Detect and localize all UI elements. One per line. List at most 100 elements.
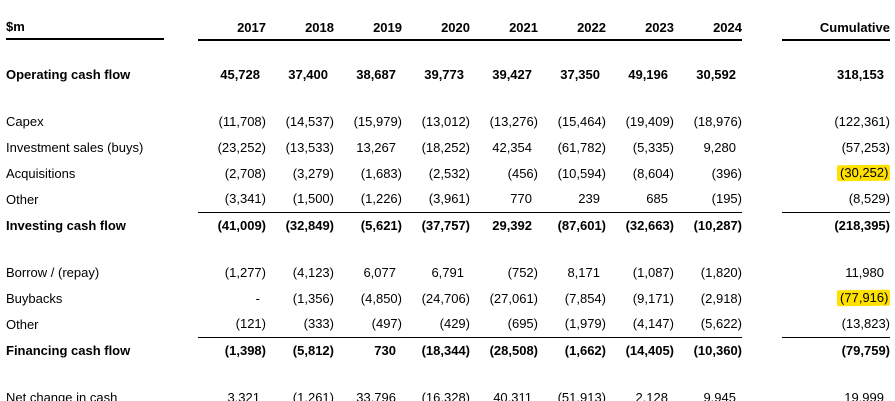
- value-cell: (396): [711, 165, 742, 181]
- value-cell: (1,226): [334, 186, 402, 213]
- row-label: Buybacks: [6, 290, 63, 306]
- row-label: Other: [6, 316, 39, 332]
- value-cell: (23,252): [217, 139, 266, 155]
- row-label: Operating cash flow: [6, 66, 131, 82]
- row-label: Investment sales (buys): [6, 139, 144, 155]
- value-cell: 685: [606, 186, 674, 213]
- value-cell: (15,979): [353, 113, 402, 129]
- value-cell: (15,464): [557, 113, 606, 129]
- column-gap: [742, 6, 782, 40]
- year-header: 2024: [674, 6, 742, 41]
- value-cell: 730: [374, 342, 396, 358]
- year-header: 2017: [198, 6, 266, 41]
- spacer-cell: [6, 363, 890, 384]
- cumulative-cell: (122,361): [834, 113, 890, 129]
- year-header: 2018: [266, 6, 334, 41]
- value-cell: (13,012): [421, 113, 470, 129]
- column-gap: [742, 108, 782, 134]
- value-cell: (121): [198, 311, 266, 338]
- year-header: 2023: [606, 6, 674, 41]
- cumulative-cell: 11,980: [845, 264, 884, 280]
- value-cell: (18,344): [421, 342, 470, 358]
- value-cell: (4,123): [292, 264, 334, 280]
- value-cell: 33,796: [356, 389, 396, 401]
- unit-label-cell: $m: [6, 6, 198, 40]
- row-label: Investing cash flow: [6, 217, 126, 233]
- value-cell: (3,961): [402, 186, 470, 213]
- table-row: Investing cash flow (41,009) (32,849) (5,62…: [6, 212, 890, 238]
- value-cell: (2,708): [224, 165, 266, 181]
- value-cell: (51,913): [557, 389, 606, 401]
- value-cell: (1,820): [700, 264, 742, 280]
- value-cell: 29,392: [492, 217, 532, 233]
- cumulative-cell: (77,916): [782, 285, 891, 311]
- value-cell: 38,687: [356, 66, 396, 82]
- year-header: 2020: [402, 6, 470, 41]
- table-row: Other (121) (333) (497) (429) (695) (1,979) (4,…: [6, 311, 890, 338]
- value-cell: (18,976): [693, 113, 742, 129]
- value-cell: (3,279): [292, 165, 334, 181]
- value-cell: (195): [674, 186, 742, 213]
- table-row: Buybacks - (1,356) (4,850) (24,706) (27,061) (…: [6, 285, 891, 311]
- table-body: Operating cash flow 45,728 37,400 38,687 39,…: [6, 40, 891, 401]
- row-label: Other: [6, 191, 39, 207]
- year-header: 2022: [538, 6, 606, 41]
- value-cell: (10,360): [693, 342, 742, 358]
- unit-label: $m: [6, 20, 164, 40]
- value-cell: 3,321: [227, 389, 260, 401]
- table-row: Financing cash flow (1,398) (5,812) 730 (18,…: [6, 337, 890, 363]
- value-cell: (24,706): [421, 290, 470, 306]
- highlight-annotation: (77,916): [836, 289, 891, 307]
- year-header: 2019: [334, 6, 402, 41]
- cumulative-cell: (218,395): [834, 217, 890, 233]
- value-cell: 42,354: [492, 139, 532, 155]
- value-cell: (497): [334, 311, 402, 338]
- value-cell: (1,087): [632, 264, 674, 280]
- value-cell: (10,287): [693, 217, 742, 233]
- table-row: Other (3,341) (1,500) (1,226) (3,961) 770 239 6…: [6, 186, 890, 213]
- table-row: Acquisitions (2,708) (3,279) (1,683) (2,532)…: [6, 160, 891, 186]
- value-cell: (27,061): [489, 290, 538, 306]
- spacer-cell: [6, 87, 890, 108]
- value-cell: 8,171: [567, 264, 600, 280]
- value-cell: (11,708): [218, 113, 266, 129]
- year-header: 2021: [470, 6, 538, 41]
- spacer-row: [6, 363, 890, 384]
- spacer-row: [6, 87, 890, 108]
- column-gap: [742, 212, 782, 238]
- value-cell: (13,276): [489, 113, 538, 129]
- value-cell: (14,537): [285, 113, 334, 129]
- value-cell: 40,311: [493, 389, 532, 401]
- value-cell: (1,979): [538, 311, 606, 338]
- cumulative-cell: (79,759): [841, 342, 890, 358]
- value-cell: (14,405): [625, 342, 674, 358]
- value-cell: (28,508): [489, 342, 538, 358]
- value-cell: (7,854): [564, 290, 606, 306]
- value-cell: 39,773: [424, 66, 464, 82]
- cumulative-cell: 318,153: [837, 66, 884, 82]
- value-cell: (1,261): [292, 389, 334, 401]
- value-cell: (10,594): [557, 165, 606, 181]
- column-gap: [742, 160, 782, 186]
- value-cell: (1,500): [266, 186, 334, 213]
- column-gap: [742, 384, 782, 401]
- cumulative-cell: 19,999: [844, 389, 884, 401]
- value-cell: (333): [266, 311, 334, 338]
- value-cell: 6,791: [431, 264, 464, 280]
- table-row: Net change in cash 3,321 (1,261) 33,796 (16,…: [6, 384, 890, 401]
- value-cell: (429): [402, 311, 470, 338]
- spacer-cell: [6, 40, 890, 61]
- value-cell: 30,592: [696, 66, 736, 82]
- value-cell: 13,267: [356, 139, 396, 155]
- value-cell: (1,277): [224, 264, 266, 280]
- spacer-row: [6, 40, 890, 61]
- value-cell: (32,849): [285, 217, 334, 233]
- value-cell: 239: [538, 186, 606, 213]
- column-gap: [742, 61, 782, 87]
- value-cell: (5,621): [360, 217, 402, 233]
- value-cell: 6,077: [363, 264, 396, 280]
- value-cell: (16,328): [421, 389, 470, 401]
- value-cell: 9,945: [703, 389, 736, 401]
- value-cell: (1,662): [564, 342, 606, 358]
